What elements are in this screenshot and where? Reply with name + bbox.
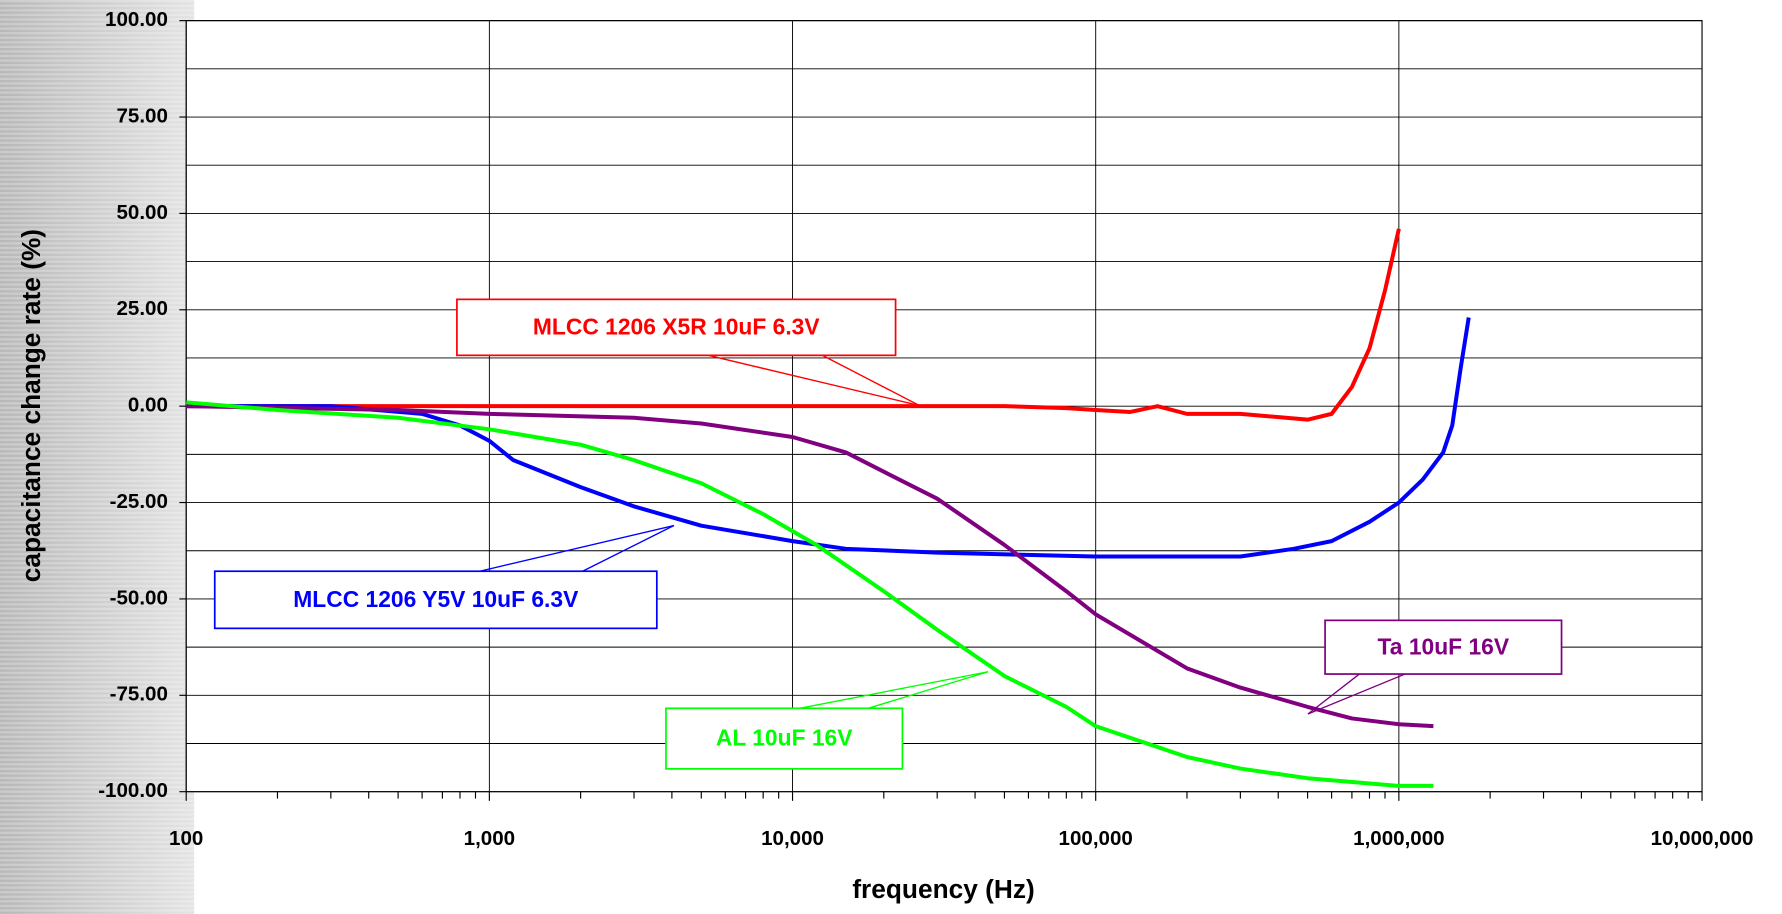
- series-line: [186, 317, 1471, 559]
- series-label-box: [1324, 619, 1563, 675]
- series-label: Ta 10uF 16V: [1378, 633, 1510, 659]
- background-texture: [0, 0, 195, 914]
- y-tick-label: 0.00: [128, 394, 168, 417]
- series-label-box: [213, 570, 658, 630]
- series-label-box: [665, 707, 904, 770]
- leader-line: [799, 671, 989, 709]
- x-tick-label: 10,000,000: [1651, 827, 1754, 850]
- x-tick-label: 10,000: [761, 827, 824, 850]
- leader-line: [1307, 673, 1360, 715]
- series-label: MLCC 1206 Y5V 10uF 6.3V: [293, 586, 579, 612]
- x-tick-label: 100: [169, 827, 203, 850]
- y-tick-label: 50.00: [116, 201, 167, 224]
- y-tick-label: 25.00: [116, 297, 167, 320]
- y-axis-label: capacitance change rate (%): [16, 229, 46, 582]
- x-tick-label: 1,000: [464, 827, 515, 850]
- x-tick-label: 1,000,000: [1353, 827, 1444, 850]
- y-tick-label: 75.00: [116, 104, 167, 127]
- x-axis-label: frequency (Hz): [852, 874, 1034, 904]
- x-tick-label: 100,000: [1059, 827, 1133, 850]
- leader-line: [867, 671, 989, 709]
- series-label-box: [456, 298, 897, 357]
- y-tick-label: -75.00: [110, 683, 168, 706]
- leader-line: [479, 524, 675, 572]
- series-label: AL 10uF 16V: [716, 725, 853, 751]
- y-tick-label: -25.00: [110, 490, 168, 513]
- y-tick-label: 100.00: [105, 8, 168, 31]
- leader-line: [708, 354, 920, 407]
- y-tick-label: -50.00: [110, 586, 168, 609]
- series-line: [186, 400, 1434, 788]
- leader-line: [1307, 673, 1406, 715]
- leader-line: [582, 524, 675, 572]
- series-label: MLCC 1206 X5R 10uF 6.3V: [533, 314, 821, 340]
- series-line: [186, 228, 1401, 422]
- y-tick-label: -100.00: [98, 779, 168, 802]
- leader-line: [822, 354, 920, 407]
